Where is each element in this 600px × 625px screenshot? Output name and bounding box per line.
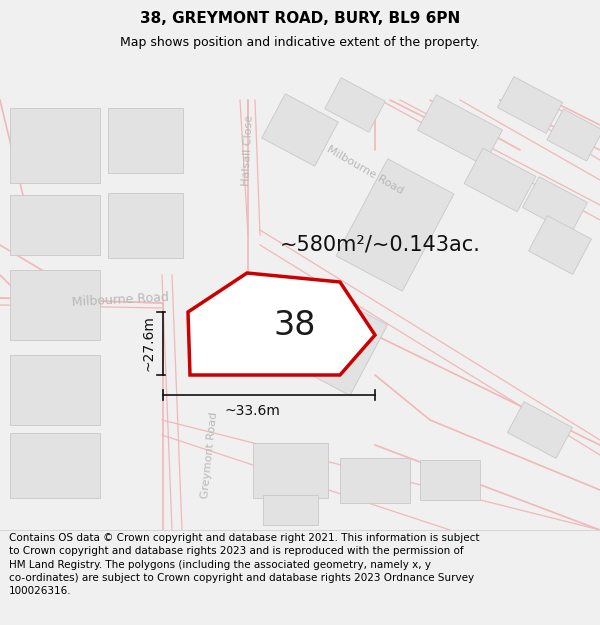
Polygon shape [336, 159, 454, 291]
Text: 38, GREYMONT ROAD, BURY, BL9 6PN: 38, GREYMONT ROAD, BURY, BL9 6PN [140, 11, 460, 26]
Text: ~580m²/~0.143ac.: ~580m²/~0.143ac. [280, 235, 481, 255]
Polygon shape [10, 355, 100, 425]
Polygon shape [10, 195, 100, 255]
Polygon shape [508, 402, 572, 458]
Polygon shape [418, 95, 502, 165]
Polygon shape [262, 94, 338, 166]
Text: 38: 38 [274, 309, 316, 342]
Text: Map shows position and indicative extent of the property.: Map shows position and indicative extent… [120, 36, 480, 49]
Polygon shape [10, 432, 100, 498]
Polygon shape [523, 177, 587, 233]
Polygon shape [464, 148, 536, 212]
Polygon shape [253, 442, 328, 498]
Polygon shape [107, 107, 182, 172]
Polygon shape [263, 495, 317, 525]
Text: ~27.6m: ~27.6m [142, 316, 156, 371]
Polygon shape [188, 273, 375, 375]
Text: Halsall Close: Halsall Close [241, 114, 255, 186]
Polygon shape [107, 192, 182, 258]
Polygon shape [340, 458, 410, 503]
Text: Contains OS data © Crown copyright and database right 2021. This information is : Contains OS data © Crown copyright and d… [9, 533, 479, 596]
Polygon shape [10, 107, 100, 182]
Text: Greymont Road: Greymont Road [200, 411, 220, 499]
Polygon shape [420, 460, 480, 500]
Polygon shape [325, 78, 385, 132]
Text: Milbourne Road: Milbourne Road [325, 144, 405, 196]
Text: ~33.6m: ~33.6m [224, 404, 280, 418]
Polygon shape [547, 109, 600, 161]
Polygon shape [293, 294, 388, 396]
Text: Milbourne Road: Milbourne Road [71, 291, 169, 309]
Polygon shape [529, 216, 592, 274]
Polygon shape [10, 270, 100, 340]
Polygon shape [497, 77, 562, 133]
